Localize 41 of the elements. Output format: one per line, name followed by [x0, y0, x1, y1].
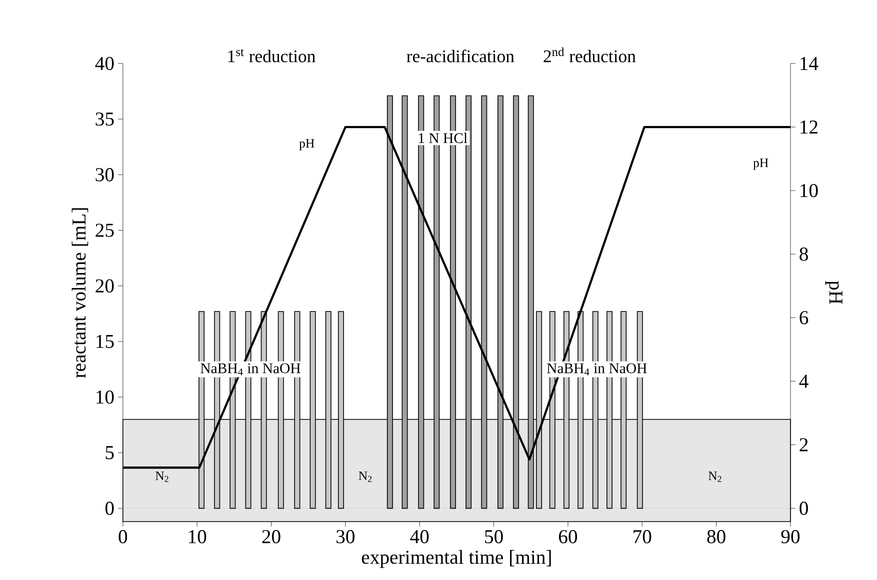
annotation: 1 N HCl — [418, 132, 468, 144]
text: N$_{2}$ — [358, 472, 372, 482]
text: N$_{2}$ — [708, 472, 722, 482]
x-axis-title: experimental time [min] — [362, 550, 551, 568]
x-tick-label: 80 — [707, 530, 726, 544]
y2-tick-label: 8 — [800, 247, 808, 261]
x-tick-label: 40 — [410, 530, 429, 544]
y-tick-label: 30 — [96, 168, 114, 182]
y-tick-label: 15 — [96, 334, 114, 348]
y-tick-label: 5 — [106, 446, 114, 460]
x-tick-label: 10 — [188, 530, 206, 544]
y2-tick-label: 6 — [800, 311, 808, 324]
annotation: NaBH$_{4}$ in NaOH — [546, 363, 647, 376]
text: pH — [753, 158, 768, 170]
text: 2$^{nd}$ reduction — [544, 47, 636, 62]
y-axis-title: reactant volume [mL] — [72, 208, 88, 378]
annotation: pH — [299, 139, 314, 150]
y2-tick-label: 14 — [800, 56, 818, 70]
y2-tick-label: 12 — [800, 120, 818, 134]
x-tick-label: 20 — [262, 530, 280, 544]
annotation: NaBH$_{4}$ in NaOH — [200, 363, 300, 376]
y2-tick-label: 2 — [800, 438, 808, 452]
y2-tick-label: 10 — [800, 184, 818, 198]
x-tick-label: 60 — [558, 530, 578, 544]
x-tick-label: 0 — [118, 530, 128, 544]
y-tick-label: 0 — [105, 502, 114, 515]
y-tick-label: 25 — [96, 224, 114, 237]
x-tick-label: 70 — [634, 530, 652, 544]
x-tick-label: 30 — [336, 530, 355, 544]
y-tick-label: 35 — [96, 112, 114, 126]
x-tick-label: 50 — [485, 530, 503, 544]
text: 1$^{st}$ reduction — [228, 48, 316, 62]
y2-tick-label: 0 — [800, 502, 808, 515]
y-tick-label: 40 — [95, 56, 114, 70]
x-tick-label: 90 — [781, 530, 800, 544]
band-label: N$_{2}$ — [155, 472, 168, 482]
y2-tick-label: 4 — [799, 374, 808, 388]
y-tick-label: 20 — [96, 279, 114, 292]
y-tick-label: 10 — [96, 390, 114, 404]
text: re-acidification — [406, 50, 514, 62]
y2-axis-title: pH — [825, 280, 842, 304]
